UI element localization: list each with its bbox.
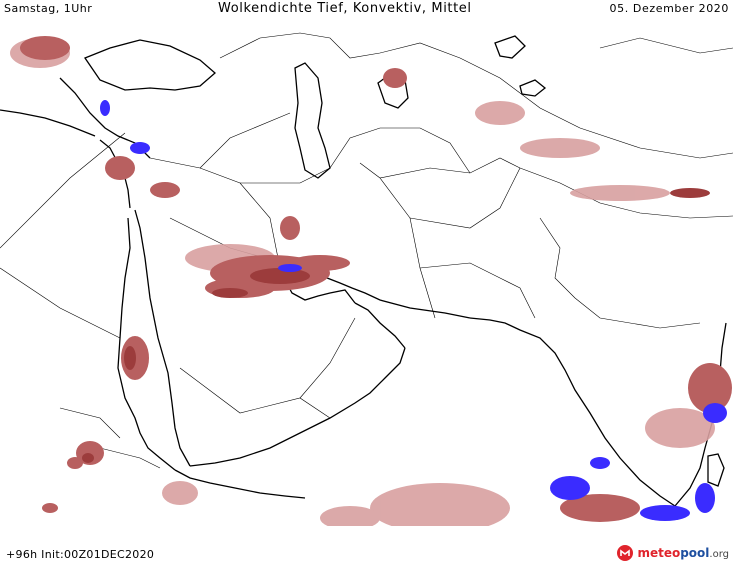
cloud-layer-dark xyxy=(82,188,710,463)
brand-name: meteopool.org xyxy=(637,546,729,560)
weather-map xyxy=(0,18,733,526)
cloud-layer-convective xyxy=(100,100,727,521)
country-borders xyxy=(0,32,733,469)
cloud-layer-mid xyxy=(20,36,732,522)
model-run-label: +96h Init:00Z01DEC2020 xyxy=(6,548,155,561)
map-footer: +96h Init:00Z01DEC2020 meteopool.org xyxy=(0,526,733,566)
brand-part-org: .org xyxy=(709,549,729,560)
map-canvas xyxy=(0,32,733,526)
brand-part-meteo: meteo xyxy=(637,546,681,560)
cloud-layer-light xyxy=(10,38,715,526)
map-title: Wolkendichte Tief, Konvektiv, Mittel xyxy=(218,1,472,16)
brand-logo[interactable]: meteopool.org xyxy=(616,544,729,562)
brand-part-pool: pool xyxy=(680,546,710,560)
forecast-date: 05. Dezember 2020 xyxy=(609,2,729,15)
meteopool-logo-icon xyxy=(617,545,634,561)
forecast-day-label: Samstag, 1Uhr xyxy=(4,2,93,15)
